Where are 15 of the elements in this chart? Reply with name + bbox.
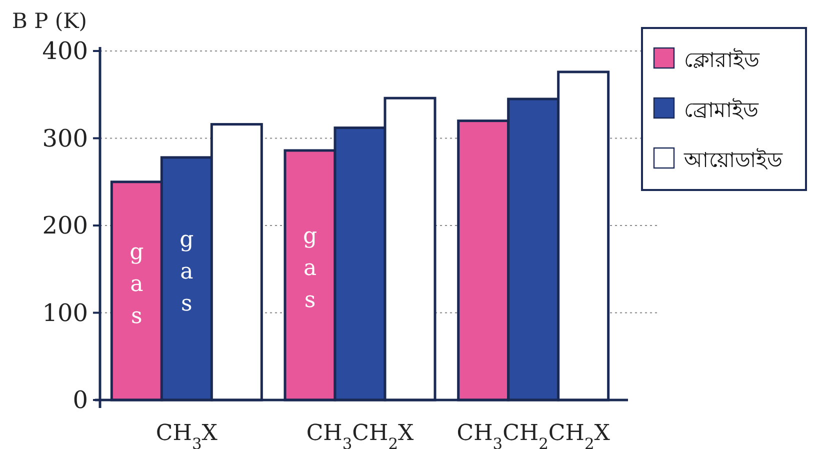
legend-label: ক্লোরাইড xyxy=(684,48,760,72)
data-label: gas xyxy=(130,240,144,329)
x-tick-label: CH$_{3}$CH$_{2}$CH$_{2}$X xyxy=(456,421,610,449)
y-tick-label: 300 xyxy=(42,124,88,152)
y-tick-label: 100 xyxy=(42,298,88,327)
y-axis-title: B P (K) xyxy=(12,9,87,33)
legend-label: ব্রোমাইড xyxy=(684,98,759,122)
x-tick-label: CH$_{3}$X xyxy=(156,421,218,449)
legend-label: আয়োডাইড xyxy=(683,148,783,172)
data-label: gas xyxy=(180,228,194,317)
y-tick-label: 0 xyxy=(72,386,88,414)
x-tick-label: CH$_{3}$CH$_{2}$X xyxy=(306,421,414,449)
data-label: gas xyxy=(302,224,318,314)
y-tick-label: 400 xyxy=(42,37,88,65)
y-tick-label: 200 xyxy=(42,212,88,240)
